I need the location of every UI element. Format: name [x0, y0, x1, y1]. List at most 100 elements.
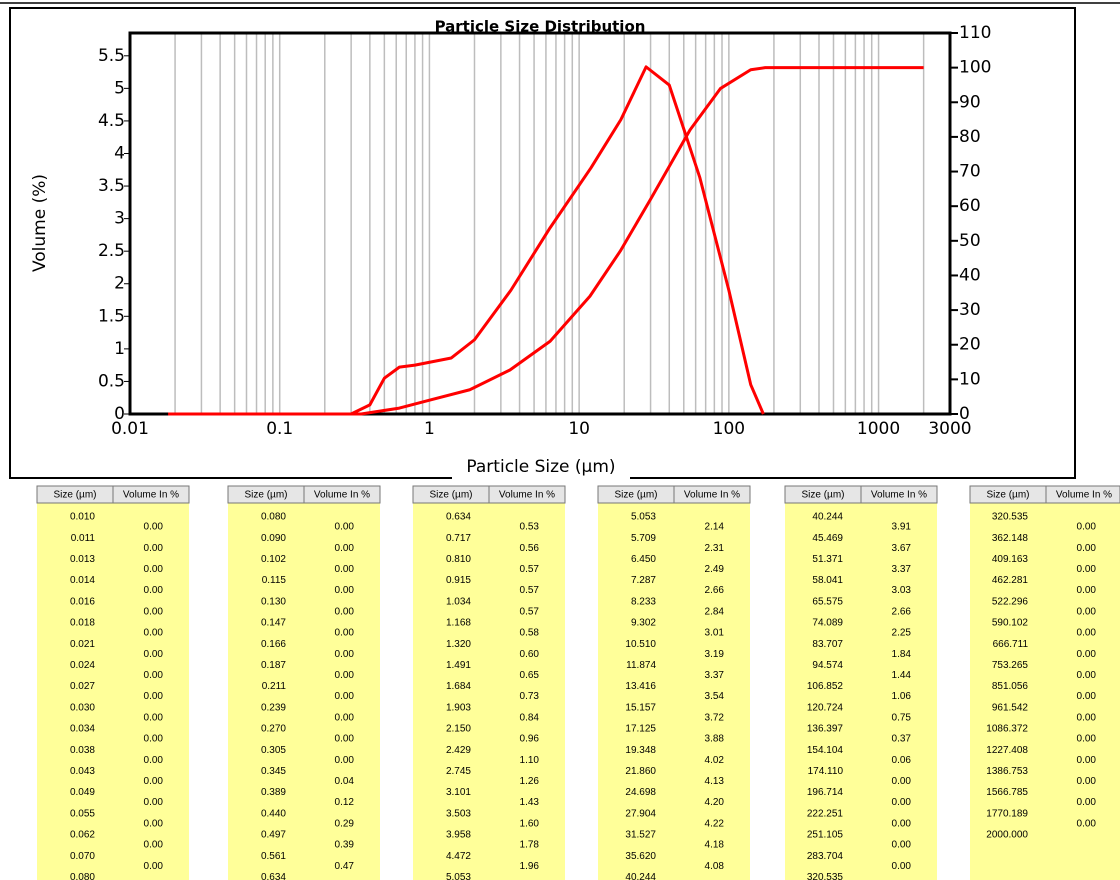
volume-cell: 0.00 — [892, 861, 912, 872]
plot-area — [130, 33, 950, 414]
size-cell: 0.014 — [70, 575, 95, 586]
size-cell: 58.041 — [812, 575, 843, 586]
size-cell: 0.211 — [262, 681, 287, 692]
volume-cell: 0.00 — [144, 840, 164, 851]
size-cell: 0.305 — [261, 745, 286, 756]
volume-cell: 0.00 — [1077, 691, 1097, 702]
y2-tick-label: 50 — [959, 231, 981, 251]
y2-tick-label: 100 — [959, 58, 991, 78]
volume-cell: 1.26 — [520, 776, 540, 787]
size-cell: 4.472 — [446, 851, 471, 862]
size-cell: 120.724 — [807, 702, 844, 713]
volume-cell: 0.00 — [335, 712, 355, 723]
volume-cell: 0.00 — [144, 543, 164, 554]
header-cell: Volume In % — [1056, 490, 1112, 501]
size-cell: 0.013 — [70, 554, 95, 565]
data-line — [168, 65, 765, 416]
y-tick-label: 0.5 — [98, 371, 125, 391]
table-body — [970, 486, 1120, 880]
x-tick-label: 0.1 — [266, 419, 293, 439]
y2-tick-label: 30 — [959, 300, 981, 320]
size-cell: 1.034 — [446, 596, 471, 607]
volume-cell: 3.54 — [705, 691, 725, 702]
y-tick-label: 5 — [114, 78, 125, 98]
size-cell: 522.296 — [992, 596, 1029, 607]
size-cell: 15.157 — [625, 702, 656, 713]
size-cell: 0.130 — [261, 596, 286, 607]
y-tick-label: 1 — [114, 339, 125, 359]
size-cell: 0.043 — [70, 766, 95, 777]
volume-cell: 0.00 — [335, 628, 355, 639]
size-cell: 9.302 — [631, 618, 656, 629]
volume-cell: 0.00 — [144, 861, 164, 872]
size-cell: 0.080 — [70, 872, 95, 880]
volume-cell: 0.00 — [1077, 628, 1097, 639]
volume-cell: 3.67 — [892, 543, 912, 554]
volume-cell: 0.39 — [335, 840, 355, 851]
size-cell: 0.034 — [70, 724, 95, 735]
volume-cell: 0.00 — [335, 606, 355, 617]
size-cell: 1227.408 — [986, 745, 1028, 756]
size-cell: 0.027 — [70, 681, 95, 692]
volume-cell: 3.03 — [892, 585, 912, 596]
chart-title: Particle Size Distribution — [435, 18, 646, 36]
y2-tick-label: 70 — [959, 162, 981, 182]
volume-cell: 2.84 — [705, 606, 725, 617]
size-cell: 409.163 — [992, 554, 1029, 565]
size-cell: 0.389 — [261, 787, 286, 798]
size-cell: 5.053 — [446, 872, 471, 880]
volume-cell: 0.00 — [144, 670, 164, 681]
volume-cell: 2.31 — [705, 543, 725, 554]
size-cell: 320.535 — [992, 512, 1029, 523]
volume-cell: 4.02 — [705, 755, 725, 766]
plot-border — [128, 31, 952, 416]
size-cell: 154.104 — [807, 745, 844, 756]
volume-cell: 0.00 — [1077, 522, 1097, 533]
y2-tick-label: 10 — [959, 369, 981, 389]
header-cell: Size (µm) — [54, 490, 97, 501]
volume-cell: 0.00 — [1077, 606, 1097, 617]
volume-cell: 0.00 — [335, 649, 355, 660]
size-cell: 19.348 — [625, 745, 656, 756]
y2-tick-label: 80 — [959, 127, 981, 147]
size-cell: 0.345 — [261, 766, 286, 777]
size-cell: 8.233 — [631, 596, 656, 607]
size-cell: 94.574 — [812, 660, 843, 671]
header-cell: Size (µm) — [802, 490, 845, 501]
volume-cell: 0.00 — [144, 712, 164, 723]
size-cell: 1566.785 — [986, 787, 1028, 798]
x-tick-label: 3000 — [928, 419, 971, 439]
size-cell: 1.903 — [446, 702, 471, 713]
marks: 0.01 0.1 1 10 100 1000 300000.511.522.533.544.… — [98, 23, 992, 439]
volume-cell: 0.29 — [335, 818, 355, 829]
volume-cell: 0.00 — [892, 818, 912, 829]
volume-cell: 4.18 — [705, 840, 725, 851]
volume-cell: 0.00 — [335, 691, 355, 702]
size-cell: 40.244 — [625, 872, 656, 880]
y-tick-label: 3.5 — [98, 176, 125, 196]
header-cell: Size (µm) — [615, 490, 658, 501]
volume-cell: 3.37 — [892, 564, 912, 575]
volume-cell: 4.08 — [705, 861, 725, 872]
y-axis-label: Volume (%) — [30, 174, 50, 272]
tables: Size (µm) Volume In % 0.010 0.011 0.013 0.014… — [36, 485, 1120, 880]
volume-cell: 0.58 — [520, 628, 540, 639]
size-cell: 24.698 — [625, 787, 656, 798]
volume-cell: 2.25 — [892, 628, 912, 639]
volume-cell: 0.00 — [335, 543, 355, 554]
table-body — [785, 486, 937, 880]
size-cell: 17.125 — [625, 724, 656, 735]
x-tick-label: 0.01 — [111, 419, 149, 439]
size-cell: 0.166 — [261, 639, 286, 650]
volume-cell: 0.00 — [335, 585, 355, 596]
y-tick-label: 3 — [114, 209, 125, 229]
size-cell: 21.860 — [625, 766, 656, 777]
y-tick-label: 0 — [114, 404, 125, 424]
volume-cell: 2.14 — [705, 522, 725, 533]
volume-cell: 0.00 — [1077, 776, 1097, 787]
size-cell: 196.714 — [807, 787, 844, 798]
table-body — [598, 486, 750, 880]
volume-cell: 1.96 — [520, 861, 540, 872]
size-cell: 1.320 — [446, 639, 471, 650]
y2-tick-label: 20 — [959, 335, 981, 355]
